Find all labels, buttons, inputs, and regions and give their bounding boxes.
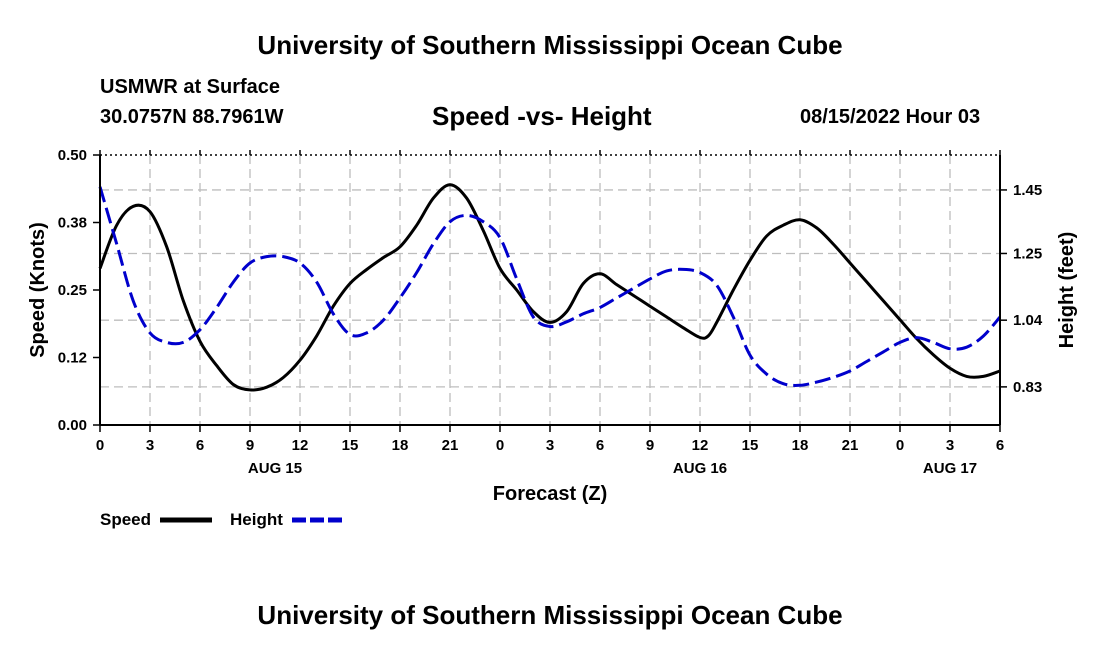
x-day-label: AUG 15 <box>248 460 302 477</box>
y-right-tick-label: 1.25 <box>1013 245 1042 262</box>
x-tick-label: 15 <box>342 437 359 454</box>
station-label: USMWR at Surface <box>100 76 281 98</box>
x-tick-label: 0 <box>496 437 504 454</box>
series-line-speed <box>98 183 1001 392</box>
x-tick-label: 18 <box>392 437 409 454</box>
station-coordinates: 30.0757N 88.7961W <box>100 106 284 128</box>
y-left-tick-label: 0.50 <box>58 147 87 164</box>
y-left-tick-label: 0.12 <box>58 350 87 367</box>
x-day-label: AUG 17 <box>923 460 977 477</box>
y-left-tick-label: 0.00 <box>58 417 87 434</box>
axis-labels: 0 3 6 9 12 15 18 21 0 3 6 9 12 15 18 21 0 3 6 AUG 15 AUG 16 A… <box>58 147 1043 477</box>
x-tick-label: 0 <box>96 437 104 454</box>
y-right-tick-label: 1.04 <box>1013 312 1043 329</box>
y-right-tick-label: 0.83 <box>1013 379 1042 396</box>
x-tick-label: 6 <box>196 437 204 454</box>
x-tick-label: 0 <box>896 437 904 454</box>
y-right-tick-label: 1.45 <box>1013 182 1042 199</box>
y-axis-left-label: Speed (Knots) <box>27 222 49 358</box>
x-tick-label: 9 <box>246 437 254 454</box>
x-day-label: AUG 16 <box>673 460 727 477</box>
speed-height-chart: 0 3 6 9 12 15 18 21 0 3 6 9 12 15 18 21 0 3 6 AUG 15 AUG 16 A… <box>27 147 1078 529</box>
x-tick-label: 12 <box>692 437 709 454</box>
x-axis-label: Forecast (Z) <box>493 483 607 505</box>
x-tick-label: 6 <box>596 437 604 454</box>
x-tick-label: 3 <box>546 437 554 454</box>
series-layer <box>98 183 1002 392</box>
chart-title: Speed -vs- Height <box>432 101 652 131</box>
x-tick-label: 21 <box>842 437 859 454</box>
footer-title: University of Southern Mississippi Ocean… <box>257 600 843 630</box>
x-tick-label: 9 <box>646 437 654 454</box>
chart-legend: Speed Height <box>100 510 342 529</box>
x-tick-label: 3 <box>146 437 154 454</box>
x-tick-label: 18 <box>792 437 809 454</box>
x-tick-label: 3 <box>946 437 954 454</box>
x-tick-label: 21 <box>442 437 459 454</box>
x-tick-label: 6 <box>996 437 1004 454</box>
legend-label-speed: Speed <box>100 510 151 529</box>
page-title: University of Southern Mississippi Ocean… <box>257 30 843 60</box>
x-tick-label: 15 <box>742 437 759 454</box>
y-left-tick-label: 0.38 <box>58 215 87 232</box>
y-axis-right-label: Height (feet) <box>1056 232 1078 349</box>
x-tick-label: 12 <box>292 437 309 454</box>
y-left-tick-label: 0.25 <box>58 282 87 299</box>
axis-ticks <box>93 150 1007 432</box>
forecast-datetime: 08/15/2022 Hour 03 <box>800 106 981 128</box>
series-line-height <box>98 186 1002 387</box>
legend-label-height: Height <box>230 510 283 529</box>
